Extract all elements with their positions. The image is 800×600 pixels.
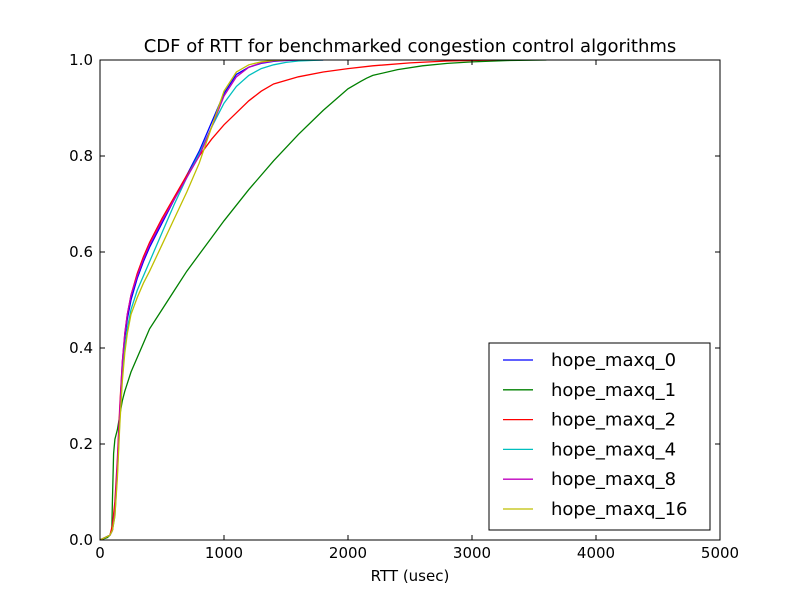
x-tick-label: 4000	[577, 544, 615, 562]
x-tick-label: 5000	[701, 544, 739, 562]
series-line-hope-maxq-1	[100, 60, 547, 540]
y-tick-label: 1.0	[69, 51, 93, 69]
legend-box	[488, 342, 711, 531]
series-line-hope-maxq-8	[100, 60, 299, 540]
legend-label: hope_maxq_0	[551, 350, 676, 371]
series-layer	[100, 60, 547, 540]
x-tick-label: 2000	[329, 544, 367, 562]
x-tick-label: 0	[95, 544, 105, 562]
y-tick-label: 0.8	[69, 147, 93, 165]
x-tick-label: 3000	[453, 544, 491, 562]
legend-label: hope_maxq_2	[551, 410, 676, 431]
chart-title: CDF of RTT for benchmarked congestion co…	[144, 36, 677, 57]
y-tick-label: 0.4	[69, 339, 93, 357]
legend-label: hope_maxq_8	[551, 469, 676, 490]
x-tick-label: 1000	[205, 544, 243, 562]
axis-ticks: 0 1000 2000 3000 4000 5000 0.0 0.2 0.4 0.6 0.8 1.0	[69, 51, 739, 562]
legend-label: hope_maxq_4	[551, 439, 676, 460]
series-line-hope-maxq-16	[100, 60, 287, 540]
legend: hope_maxq_0 hope_maxq_1 hope_maxq_2 hope_ma…	[488, 342, 711, 531]
y-tick-label: 0.6	[69, 243, 93, 261]
y-tick-label: 0.0	[69, 531, 93, 549]
series-line-hope-maxq-4	[100, 60, 324, 540]
x-axis-label: RTT (usec)	[371, 567, 450, 585]
y-tick-label: 0.2	[69, 435, 93, 453]
legend-label: hope_maxq_16	[551, 499, 687, 520]
legend-label: hope_maxq_1	[551, 380, 676, 401]
plot-area-frame	[99, 59, 721, 541]
series-line-hope-maxq-2	[100, 60, 497, 540]
